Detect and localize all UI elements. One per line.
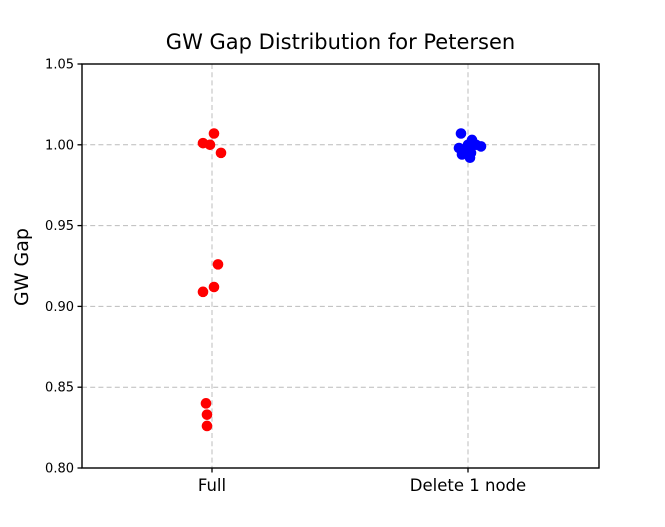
y-tick-label-0.95: 0.95: [45, 219, 74, 234]
data-point-delete-1-node-4: [475, 141, 487, 152]
data-point-full-3: [215, 147, 227, 159]
y-tick-label-1.05: 1.05: [45, 58, 74, 73]
x-tick-label-full: Full: [198, 476, 226, 495]
data-point-delete-1-node-8: [456, 149, 468, 160]
data-point-delete-1-node-9: [464, 152, 476, 164]
data-point-full-9: [201, 420, 213, 432]
data-point-full-2: [204, 139, 216, 151]
data-point-delete-1-node-0: [455, 128, 467, 139]
chart-title: GW Gap Distribution for Petersen: [165, 30, 516, 54]
y-tick-label-0.85: 0.85: [45, 381, 74, 396]
y-tick-label-0.80: 0.80: [45, 462, 74, 477]
y-tick-label-1.00: 1.00: [45, 138, 74, 153]
x-tick-label-delete-1-node: Delete 1 node: [410, 476, 526, 495]
data-point-full-5: [208, 281, 220, 293]
data-point-full-0: [208, 128, 220, 139]
data-point-full-4: [212, 259, 224, 270]
data-point-full-6: [197, 286, 209, 298]
axes-spines: [81, 63, 600, 469]
y-axis-label: GW Gap: [11, 228, 33, 306]
data-point-full-8: [201, 409, 213, 420]
data-point-full-7: [200, 398, 212, 409]
y-tick-label-0.90: 0.90: [45, 300, 74, 315]
